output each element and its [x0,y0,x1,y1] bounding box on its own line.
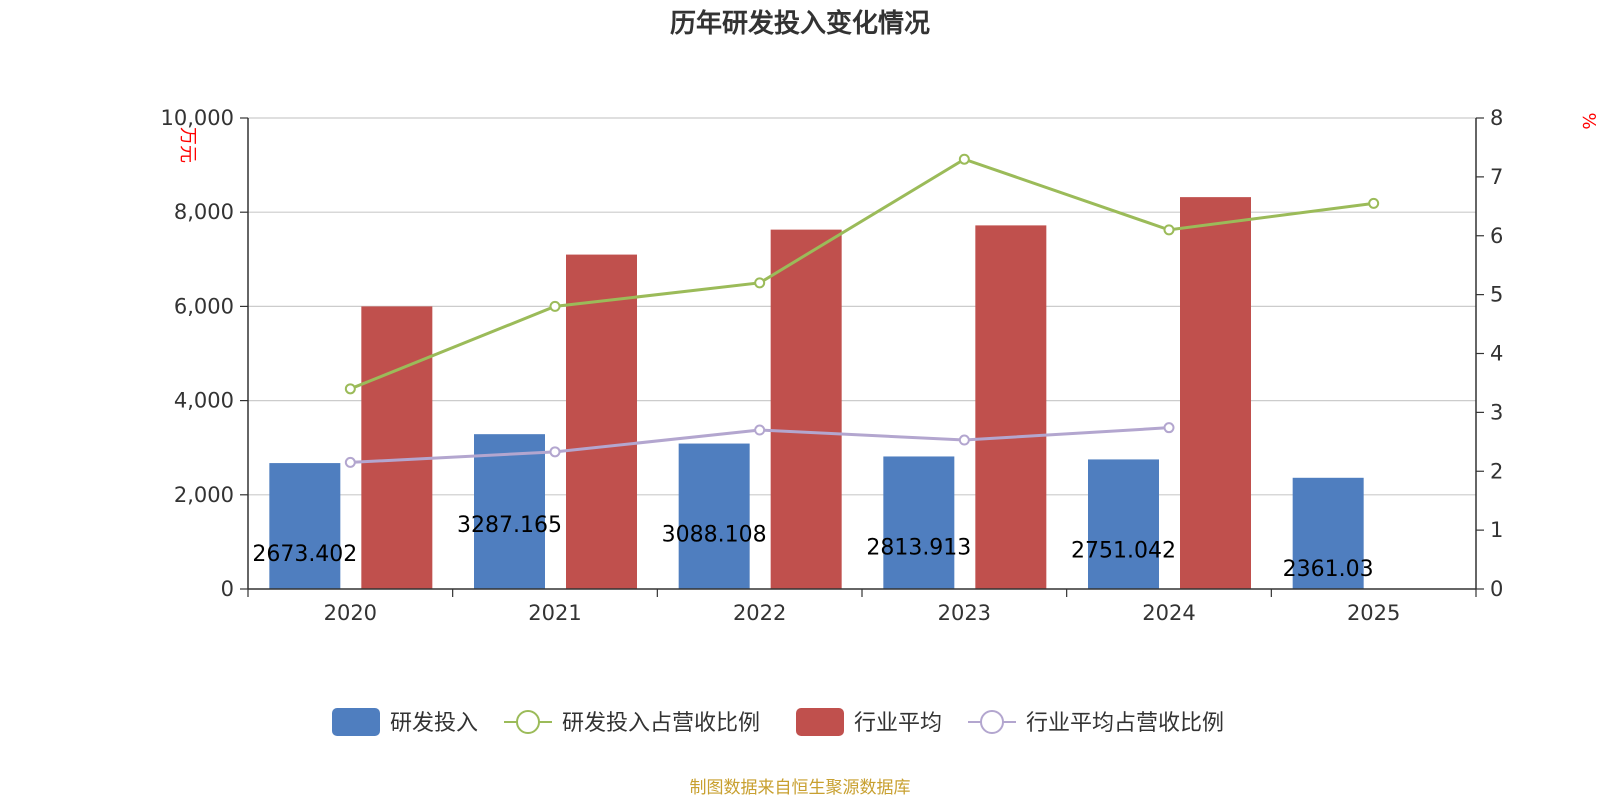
data-labels: 2673.402 3287.165 3088.108 2813.913 2751.042… [252,513,1373,582]
bar-rd-label: 3088.108 [662,523,767,548]
x-tick-label: 2021 [528,601,581,625]
point-rd-ratio [344,383,356,395]
x-tick-label: 2024 [1142,601,1195,625]
bar-industry-2021 [566,254,637,589]
x-tick-label: 2020 [324,601,377,625]
bars [269,197,1364,590]
bar-rd-label: 2813.913 [866,535,971,560]
legend-swatch [796,708,844,736]
grid [248,117,1476,496]
point-industry-ratio [344,456,356,468]
point-rd-ratio [1163,224,1175,236]
bar-industry-2020 [361,306,433,589]
left-axis-unit: 万元 [177,127,198,163]
left-tick-label: 6,000 [174,294,234,318]
bar-rd-2024 [1088,459,1159,589]
right-tick-label: 7 [1490,165,1503,189]
right-tick-label: 3 [1490,400,1503,424]
legend-swatch-marker [516,710,540,734]
right-axis-unit: % [1578,112,1599,129]
legend: 研发投入 研发投入占营收比例 行业平均 行业平均占营收比例 [332,708,1224,736]
right-tick-label: 0 [1490,577,1503,601]
left-tick-label: 8,000 [174,200,234,224]
bar-rd-label: 2361.03 [1283,557,1374,582]
left-tick-label: 4,000 [174,389,234,413]
point-rd-ratio [958,153,970,165]
chart-title: 历年研发投入变化情况 [670,8,930,39]
left-tick-label: 0 [221,577,234,601]
bar-rd-label: 2673.402 [252,542,357,567]
legend-label: 行业平均 [854,711,942,736]
x-tick-label: 2022 [733,601,786,625]
axes: 0 2,000 4,000 6,000 8,000 10,000 0 1 2 3 4 5 6 7 8 2020… [161,106,1504,625]
bar-rd-2025 [1292,477,1364,589]
legend-label: 行业平均占营收比例 [1026,711,1224,736]
point-industry-ratio [958,434,970,446]
legend-swatch-marker [980,710,1004,734]
x-tick-label: 2025 [1347,601,1400,625]
legend-label: 研发投入占营收比例 [562,711,760,736]
point-rd-ratio [549,300,561,312]
bar-rd-2023 [883,456,955,589]
lines [344,153,1380,468]
point-industry-ratio [1163,422,1175,434]
point-rd-ratio [1368,197,1380,209]
legend-swatch [332,708,380,736]
left-tick-label: 2,000 [174,483,234,507]
right-tick-label: 2 [1490,459,1503,483]
point-industry-ratio [754,424,766,436]
legend-label: 研发投入 [390,711,478,736]
point-rd-ratio [754,277,766,289]
bar-rd-label: 3287.165 [457,513,562,538]
line-rd-ratio [349,157,1374,391]
right-tick-label: 6 [1490,224,1503,248]
source-note: 制图数据来自恒生聚源数据库 [690,778,911,798]
bar-rd-2022 [678,443,750,589]
bar-industry-2022 [770,229,842,589]
bar-rd-label: 2751.042 [1071,538,1176,563]
left-tick-label: 10,000 [161,106,234,130]
bar-rd-2021 [474,434,545,589]
right-tick-label: 4 [1490,342,1503,366]
right-tick-label: 1 [1490,518,1503,542]
bar-industry-2023 [975,225,1047,589]
x-tick-label: 2023 [938,601,991,625]
bar-industry-2024 [1180,197,1251,590]
right-tick-label: 8 [1490,106,1503,130]
right-tick-label: 5 [1490,283,1503,307]
bar-rd-2020 [269,463,341,589]
point-industry-ratio [549,446,561,458]
